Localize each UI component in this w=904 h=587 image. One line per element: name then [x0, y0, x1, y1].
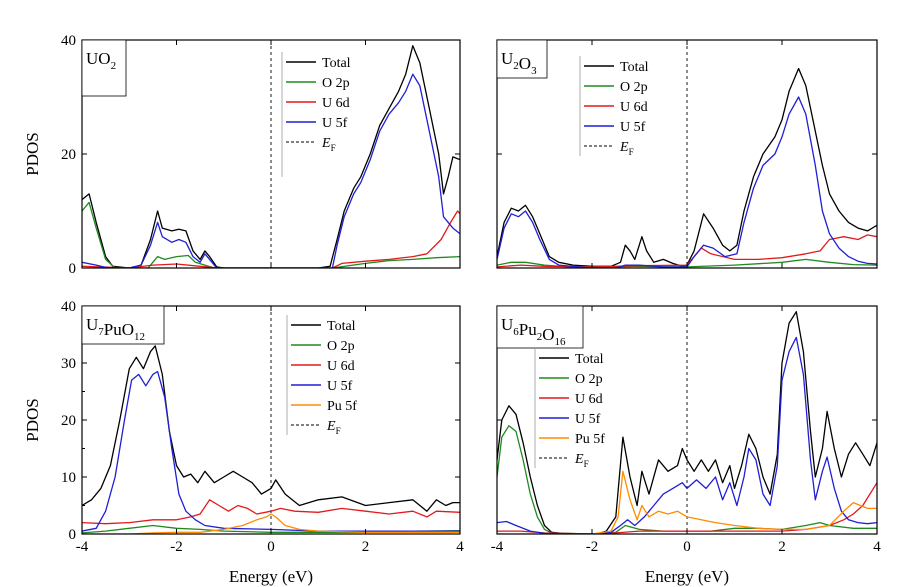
legend-entry: Total [620, 60, 649, 75]
x-axis-label: Energy (eV) [645, 567, 729, 586]
legend-entry: O 2p [620, 80, 648, 95]
x-tick-label: -2 [170, 539, 183, 555]
legend-entry: U 5f [327, 379, 353, 394]
legend-entry: Total [327, 319, 356, 334]
panel-title: U6Pu2O16 [501, 315, 566, 348]
x-tick-label: 0 [267, 539, 275, 555]
x-tick-label: 0 [683, 539, 691, 555]
legend: Total O 2p U 6d U 5f EF [281, 52, 351, 177]
panel-2: U2O3 Total O 2p U 6d U 5f EF [496, 39, 878, 269]
y-tick-label: 20 [61, 147, 76, 163]
x-tick-label: -2 [586, 539, 599, 555]
panel-title-box [81, 39, 127, 97]
panel-title-box [496, 305, 584, 349]
x-tick-label: -4 [491, 539, 504, 555]
series-line-u-6d [82, 210, 460, 268]
y-tick-label: 0 [69, 261, 77, 277]
series-line-u-5f [82, 370, 460, 532]
series-line-u-6d [82, 499, 460, 525]
series-line-pu-5f [82, 513, 460, 534]
y-axis-label: PDOS [23, 132, 42, 175]
legend-entry: O 2p [327, 339, 355, 354]
series-line-total [82, 345, 460, 512]
x-tick-label: -4 [76, 539, 89, 555]
x-axis-label: Energy (eV) [229, 567, 313, 586]
legend-entry: U 5f [620, 120, 646, 135]
panel-1: 0 20 40 PDOS UO2 Total O 2p U 6d U 5f EF [23, 33, 461, 277]
panel-4: -4 -2 0 2 4 Energy (eV) U6Pu2O16 Total O 2p U 6d U… [491, 305, 881, 586]
x-tick-label: 2 [778, 539, 786, 555]
legend-entry-fermi: EF [326, 419, 341, 436]
legend-entry-fermi: EF [619, 140, 634, 157]
legend-entry: U 6d [322, 96, 350, 111]
legend: Total O 2p U 6d U 5f EF [579, 56, 649, 157]
legend-entry: Total [575, 352, 604, 367]
legend-entry-fermi: EF [574, 452, 589, 469]
legend-entry: Pu 5f [575, 432, 605, 447]
legend-entry: U 6d [575, 392, 603, 407]
x-tick-label: 4 [873, 539, 881, 555]
series-line-pu-5f [497, 470, 877, 534]
legend-entry-fermi: EF [321, 136, 336, 153]
series-line-u-5f [497, 96, 877, 268]
series-line-u-5f [497, 336, 877, 534]
y-tick-label: 40 [61, 33, 76, 49]
panel-title: UO2 [86, 49, 116, 72]
x-tick-label: 2 [362, 539, 370, 555]
legend: Total O 2p U 6d U 5f Pu 5f EF [286, 315, 357, 436]
panel-title: U2O3 [501, 49, 537, 77]
series-line-o-2p [497, 425, 877, 534]
legend-entry: O 2p [322, 76, 350, 91]
panel-title: U7PuO12 [86, 315, 145, 343]
y-tick-label: 10 [61, 470, 76, 486]
series-line-o-2p [82, 201, 460, 268]
legend-entry: Total [322, 56, 351, 71]
legend-entry: U 6d [620, 100, 648, 115]
legend-entry: Pu 5f [327, 399, 357, 414]
legend-entry: U 5f [322, 116, 348, 131]
x-tick-label: 4 [456, 539, 464, 555]
y-tick-label: 0 [69, 527, 77, 543]
panel-title-box [81, 305, 165, 345]
legend-entry: U 6d [327, 359, 355, 374]
legend-entry: O 2p [575, 372, 603, 387]
legend: Total O 2p U 6d U 5f Pu 5f EF [534, 348, 605, 469]
panel-title-box [496, 39, 548, 79]
y-tick-label: 30 [61, 356, 76, 372]
series-line-u-5f [82, 73, 460, 268]
series-line-u-6d [497, 482, 877, 534]
y-tick-label: 40 [61, 299, 76, 315]
legend-entry: U 5f [575, 412, 601, 427]
y-axis-label: PDOS [23, 398, 42, 441]
y-tick-label: 20 [61, 413, 76, 429]
